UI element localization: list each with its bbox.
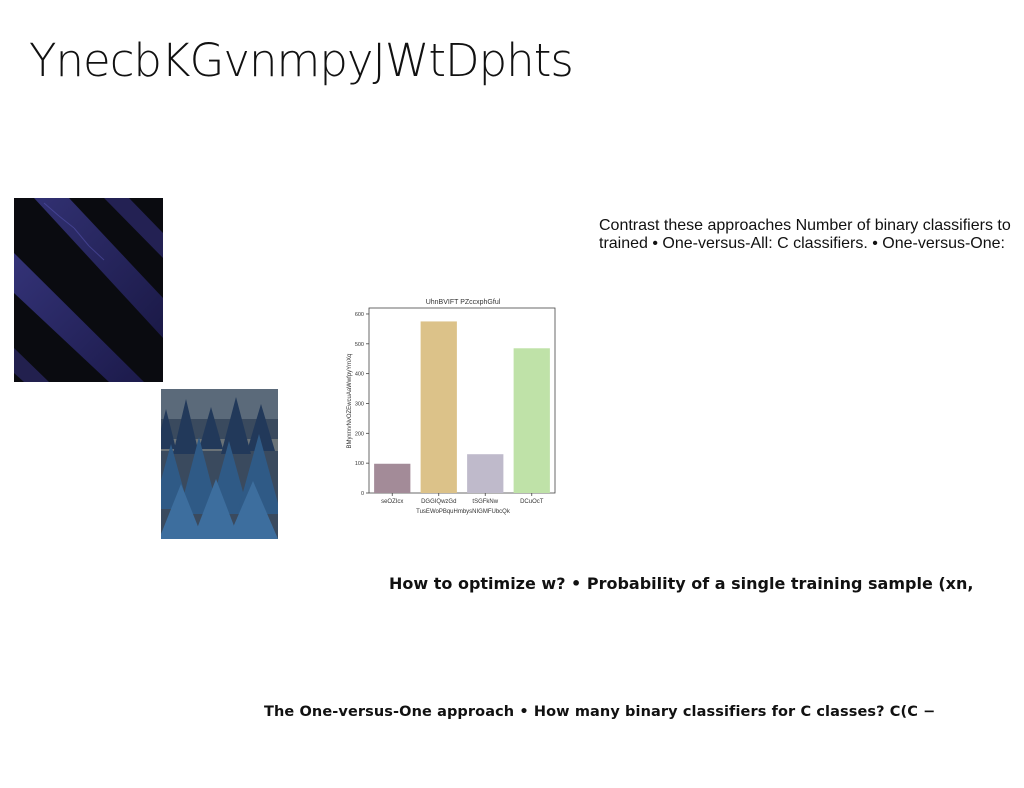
bar-seOZIcx — [374, 463, 411, 493]
y-tick-label: 400 — [355, 372, 364, 378]
text-block-contrast: Contrast these approaches Number of bina… — [599, 217, 1011, 252]
chart-ylabel: BMyxrxvNvOZEwcuAaWwfpyYmXq — [347, 353, 353, 448]
bar-DCuOcT — [513, 348, 550, 493]
bar-DGGIQwzGd — [420, 321, 457, 493]
photo-dark-stripes — [14, 198, 163, 382]
y-tick-label: 500 — [355, 342, 364, 348]
chart-title: UhnBVIFT PZccxphGful — [426, 299, 501, 306]
x-tick-label: DGGIQwzGd — [421, 499, 456, 505]
bar-tSGFkNw — [467, 454, 504, 493]
bar-chart: UhnBVIFT PZccxphGful TusEWoPBquHmbysNIGM… — [342, 294, 564, 518]
y-tick-label: 0 — [361, 491, 364, 497]
plot-frame — [368, 307, 556, 494]
y-tick-label: 600 — [355, 312, 364, 318]
chart-xlabel: TusEWoPBquHmbysNIGMFUbcQk — [416, 509, 511, 515]
slide-title: YnecbKGvnmpyJWtDphts — [29, 34, 574, 87]
bar-chart-svg: UhnBVIFT PZccxphGful TusEWoPBquHmbysNIGM… — [347, 299, 556, 515]
x-tick-label: seOZIcx — [381, 499, 403, 505]
photo-blue-forest — [161, 389, 278, 539]
x-tick-label: DCuOcT — [520, 499, 544, 505]
text-block-optimize: How to optimize w? • Probability of a si… — [389, 574, 974, 593]
x-tick-label: tSGFkNw — [472, 499, 498, 505]
text-block-one-vs-one: The One-versus-One approach • How many b… — [264, 704, 936, 720]
y-tick-label: 100 — [355, 461, 364, 467]
y-tick-label: 300 — [355, 401, 364, 407]
y-tick-label: 200 — [355, 431, 364, 437]
